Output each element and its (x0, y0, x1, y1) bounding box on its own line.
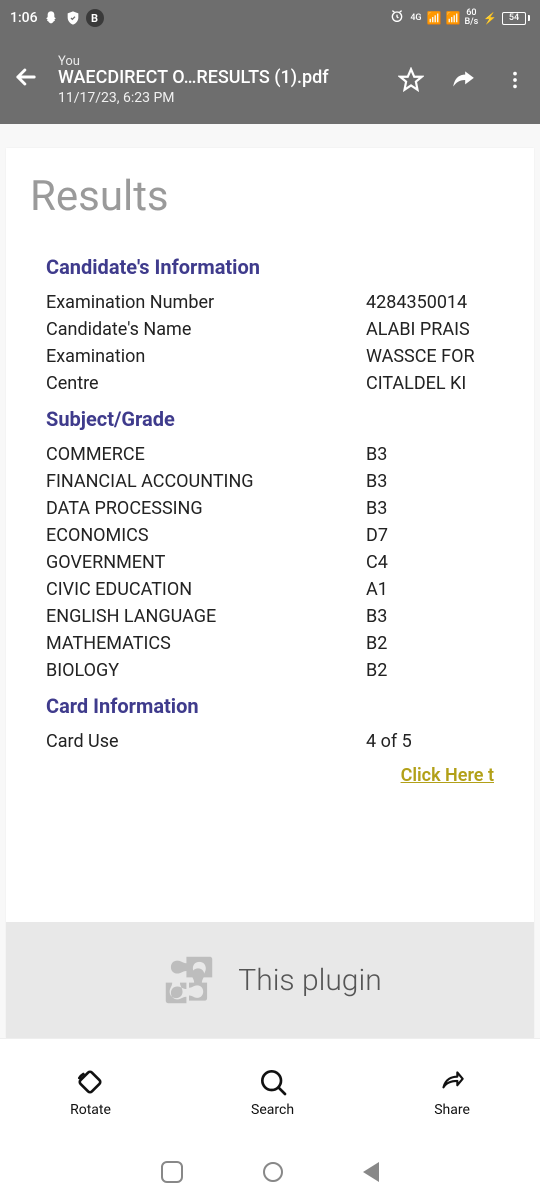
candidate-label: Examination (46, 346, 366, 367)
bitcoin-icon: B (86, 9, 104, 27)
subjects-value: B2 (366, 660, 494, 681)
page-title: Results (6, 166, 534, 245)
subjects-value: C4 (366, 552, 494, 573)
subjects-value: B3 (366, 471, 494, 492)
nav-home[interactable] (263, 1162, 283, 1182)
back-button[interactable] (12, 63, 40, 98)
candidate-label: Candidate's Name (46, 319, 366, 340)
candidate-label: Examination Number (46, 292, 366, 313)
header-text: You WAECDIRECT O…RESULTS (1).pdf 11/17/2… (58, 54, 380, 106)
card-label: Card Use (46, 731, 366, 752)
nav-back[interactable] (363, 1162, 379, 1182)
bottom-toolbar: Rotate Search Share (0, 1038, 540, 1144)
candidate-row: CentreCITALDEL KI (6, 370, 534, 397)
candidate-value: CITALDEL KI (366, 373, 494, 394)
status-right: 4G 📶 📶 60 B/s ⚡ 54 (389, 8, 530, 28)
card-value: 4 of 5 (366, 731, 494, 752)
rotate-label: Rotate (70, 1102, 111, 1118)
battery-indicator: 54 (502, 12, 530, 25)
subjects-label: DATA PROCESSING (46, 498, 366, 519)
plugin-banner: This plugin (6, 922, 534, 1038)
candidate-label: Centre (46, 373, 366, 394)
subjects-row: FINANCIAL ACCOUNTINGB3 (6, 468, 534, 495)
link-row: Click Here t (6, 755, 534, 790)
subjects-value: A1 (366, 579, 494, 600)
section-card-head: Card Information (6, 684, 534, 728)
subjects-label: MATHEMATICS (46, 633, 366, 654)
share-label: Share (434, 1102, 470, 1118)
subjects-row: MATHEMATICSB2 (6, 630, 534, 657)
shield-icon (64, 9, 82, 27)
subjects-value: D7 (366, 525, 494, 546)
file-datetime: 11/17/23, 6:23 PM (58, 90, 380, 106)
alarm-icon (389, 8, 405, 28)
subjects-label: FINANCIAL ACCOUNTING (46, 471, 366, 492)
section-candidate-head: Candidate's Information (6, 245, 534, 289)
click-here-link[interactable]: Click Here t (401, 765, 494, 786)
candidate-row: Candidate's NameALABI PRAIS (6, 316, 534, 343)
rotate-button[interactable]: Rotate (70, 1066, 111, 1118)
subjects-value: B3 (366, 606, 494, 627)
search-icon (257, 1066, 289, 1098)
subjects-value: B3 (366, 444, 494, 465)
candidate-row: ExaminationWASSCE FOR (6, 343, 534, 370)
candidate-value: 4284350014 (366, 292, 494, 313)
search-button[interactable]: Search (251, 1066, 294, 1118)
plugin-text: This plugin (238, 963, 381, 998)
card-row: Card Use4 of 5 (6, 728, 534, 755)
document-viewport[interactable]: Results Candidate's Information Examinat… (0, 124, 540, 1038)
document-page: Results Candidate's Information Examinat… (6, 148, 534, 1038)
subjects-value: B2 (366, 633, 494, 654)
candidate-row: Examination Number4284350014 (6, 289, 534, 316)
signal-bars-icon: 📶 (427, 11, 441, 25)
subjects-label: BIOLOGY (46, 660, 366, 681)
subjects-row: COMMERCEB3 (6, 441, 534, 468)
subjects-label: ECONOMICS (46, 525, 366, 546)
sender-label: You (58, 54, 380, 69)
header-actions (398, 67, 528, 93)
subjects-label: CIVIC EDUCATION (46, 579, 366, 600)
app-header: You WAECDIRECT O…RESULTS (1).pdf 11/17/2… (0, 36, 540, 124)
puzzle-icon (158, 949, 220, 1011)
share-button[interactable]: Share (434, 1066, 470, 1118)
subjects-row: BIOLOGYB2 (6, 657, 534, 684)
subjects-label: COMMERCE (46, 444, 366, 465)
subjects-value: B3 (366, 498, 494, 519)
share-icon (436, 1066, 468, 1098)
star-button[interactable] (398, 67, 424, 93)
system-navbar (0, 1144, 540, 1200)
status-left: 1:06 B (10, 9, 104, 27)
subjects-label: ENGLISH LANGUAGE (46, 606, 366, 627)
more-button[interactable] (502, 67, 528, 93)
net-speed: 60 B/s (464, 9, 478, 27)
subjects-row: ENGLISH LANGUAGEB3 (6, 603, 534, 630)
snapchat-icon (42, 9, 60, 27)
subjects-row: DATA PROCESSINGB3 (6, 495, 534, 522)
file-title: WAECDIRECT O…RESULTS (1).pdf (58, 67, 380, 88)
charging-icon: ⚡ (483, 12, 497, 25)
rotate-icon (74, 1066, 106, 1098)
forward-button[interactable] (450, 67, 476, 93)
clock: 1:06 (10, 10, 38, 26)
section-subject-head: Subject/Grade (6, 397, 534, 441)
status-bar: 1:06 B 4G 📶 📶 60 B/s ⚡ 54 (0, 0, 540, 36)
search-label: Search (251, 1102, 294, 1118)
subjects-row: CIVIC EDUCATIONA1 (6, 576, 534, 603)
candidate-value: ALABI PRAIS (366, 319, 494, 340)
signal-bars-2-icon: 📶 (446, 11, 460, 25)
subjects-label: GOVERNMENT (46, 552, 366, 573)
candidate-value: WASSCE FOR (366, 346, 494, 367)
nav-recents[interactable] (161, 1161, 183, 1183)
subjects-row: GOVERNMENTC4 (6, 549, 534, 576)
subjects-row: ECONOMICSD7 (6, 522, 534, 549)
network-4g: 4G (410, 14, 421, 23)
